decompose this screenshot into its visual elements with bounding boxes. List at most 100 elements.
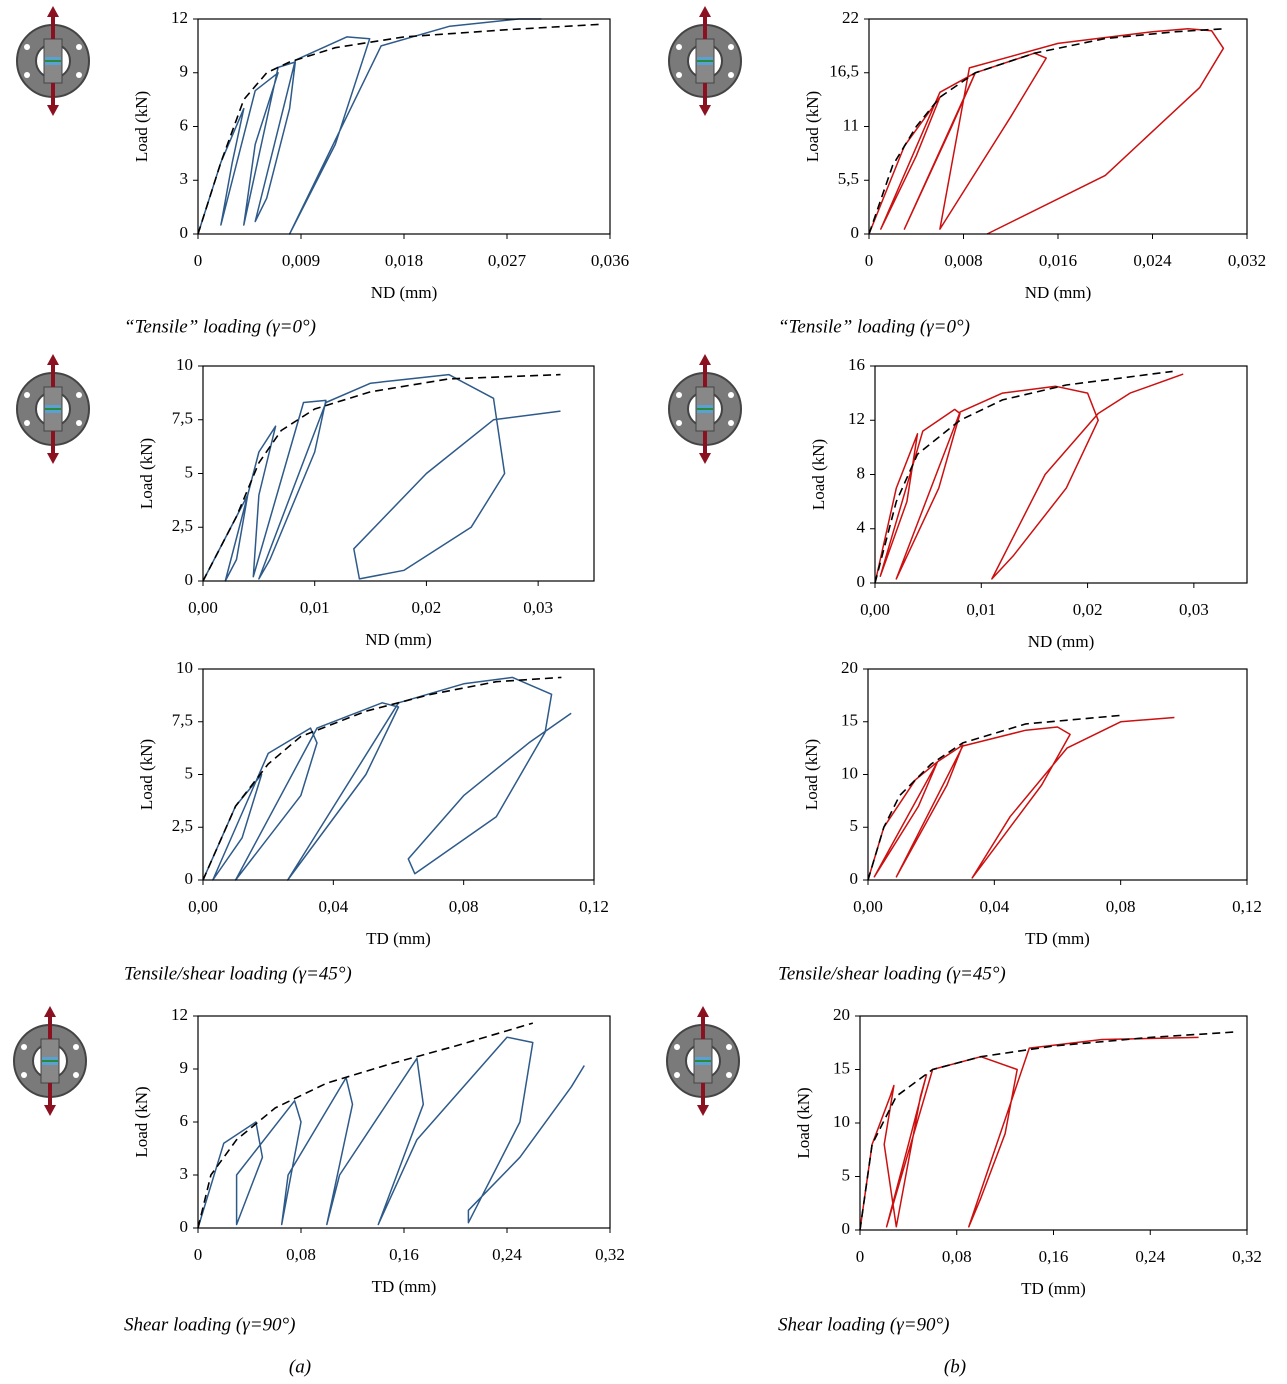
x-axis-label: TD (mm) [1021, 1279, 1086, 1298]
x-tick-label: 0,01 [300, 598, 330, 617]
x-axis-label: TD (mm) [372, 1277, 437, 1296]
y-tick-label: 9 [180, 62, 189, 81]
envelope-line [197, 23, 599, 235]
plot-frame [868, 18, 1248, 235]
y-tick-label: 11 [843, 115, 859, 134]
x-axis-label: TD (mm) [366, 929, 431, 948]
y-tick-label: 20 [841, 658, 858, 677]
caption: “Tensile” loading (γ=0°) [778, 316, 970, 337]
x-axis-label: TD (mm) [1025, 929, 1090, 948]
x-tick-label: 0,32 [1232, 1247, 1262, 1266]
y-tick-label: 20 [833, 1005, 850, 1024]
cyclic-curve [868, 28, 1225, 235]
x-tick-label: 0,24 [492, 1245, 522, 1264]
y-tick-label: 12 [848, 409, 865, 428]
y-tick-label: 0 [857, 572, 866, 591]
y-tick-label: 0 [842, 1219, 851, 1238]
x-axis-label: ND (mm) [1028, 632, 1095, 651]
cyclic-curve [197, 18, 542, 235]
x-tick-label: 0,03 [523, 598, 553, 617]
y-tick-label: 5,5 [838, 169, 859, 188]
y-tick-label: 5 [850, 816, 859, 835]
fixture-icon [17, 354, 89, 464]
y-tick-label: 5 [185, 462, 194, 481]
y-tick-label: 3 [180, 169, 189, 188]
x-tick-label: 0,00 [853, 897, 883, 916]
y-tick-label: 15 [833, 1058, 850, 1077]
x-tick-label: 0,08 [449, 897, 479, 916]
x-tick-label: 0,018 [385, 251, 423, 270]
x-tick-label: 0 [856, 1247, 865, 1266]
x-tick-label: 0,00 [860, 600, 890, 619]
y-axis-label: Load (kN) [132, 91, 151, 162]
y-tick-label: 16,5 [829, 62, 859, 81]
y-tick-label: 9 [180, 1058, 189, 1077]
fixture-icon [17, 6, 89, 116]
y-tick-label: 10 [841, 763, 858, 782]
x-tick-label: 0,00 [188, 598, 218, 617]
x-axis-label: ND (mm) [371, 283, 438, 302]
plot-frame [859, 1015, 1248, 1231]
cyclic-curve [874, 373, 1184, 584]
caption: Tensile/shear loading (γ=45°) [778, 963, 1006, 984]
y-tick-label: 6 [180, 115, 189, 134]
y-tick-label: 2,5 [172, 516, 193, 535]
plot-frame [202, 365, 595, 582]
y-tick-label: 0 [180, 1217, 189, 1236]
y-tick-label: 10 [176, 658, 193, 677]
x-tick-label: 0,02 [1073, 600, 1103, 619]
x-axis-label: ND (mm) [365, 630, 432, 649]
y-axis-label: Load (kN) [137, 438, 156, 509]
y-axis-label: Load (kN) [137, 739, 156, 810]
x-axis-label: ND (mm) [1025, 283, 1092, 302]
x-tick-label: 0,02 [412, 598, 442, 617]
x-tick-label: 0,12 [1232, 897, 1262, 916]
y-tick-label: 4 [857, 518, 866, 537]
x-tick-label: 0,32 [595, 1245, 625, 1264]
caption: Tensile/shear loading (γ=45°) [124, 963, 352, 984]
y-tick-label: 0 [850, 869, 859, 888]
fixture-icon [667, 1006, 739, 1116]
y-axis-label: Load (kN) [794, 1087, 813, 1158]
envelope-line [859, 1031, 1235, 1231]
panel-label: (b) [944, 1356, 966, 1377]
y-tick-label: 10 [833, 1112, 850, 1131]
envelope-line [202, 676, 562, 881]
envelope-line [197, 1022, 534, 1229]
y-tick-label: 12 [171, 1005, 188, 1024]
y-tick-label: 10 [176, 355, 193, 374]
y-tick-label: 0 [180, 223, 189, 242]
fixture-icon [669, 6, 741, 116]
panel-label: (a) [289, 1356, 311, 1377]
x-tick-label: 0 [194, 251, 203, 270]
cyclic-curve [197, 1036, 585, 1229]
y-tick-label: 22 [842, 8, 859, 27]
x-tick-label: 0,027 [488, 251, 527, 270]
caption: Shear loading (γ=90°) [778, 1314, 949, 1335]
envelope-line [874, 370, 1173, 584]
x-tick-label: 0,08 [286, 1245, 316, 1264]
plot-frame [202, 668, 595, 881]
y-tick-label: 15 [841, 711, 858, 730]
x-tick-label: 0,032 [1228, 251, 1266, 270]
y-tick-label: 16 [848, 355, 865, 374]
plot-frame [197, 1015, 611, 1229]
x-tick-label: 0,016 [1039, 251, 1077, 270]
y-tick-label: 5 [185, 763, 194, 782]
x-tick-label: 0,24 [1135, 1247, 1165, 1266]
plot-frame [874, 365, 1248, 584]
cyclic-curve [867, 716, 1175, 881]
y-axis-label: Load (kN) [809, 439, 828, 510]
y-tick-label: 2,5 [172, 816, 193, 835]
x-tick-label: 0,12 [579, 897, 609, 916]
x-tick-label: 0,024 [1133, 251, 1172, 270]
caption: Shear loading (γ=90°) [124, 1314, 295, 1335]
x-tick-label: 0,00 [188, 897, 218, 916]
y-tick-label: 7,5 [172, 409, 193, 428]
fixture-icon [669, 354, 741, 464]
y-tick-label: 0 [851, 223, 860, 242]
plot-frame [197, 18, 611, 235]
envelope-line [868, 28, 1224, 235]
cyclic-curve [859, 1036, 1199, 1231]
